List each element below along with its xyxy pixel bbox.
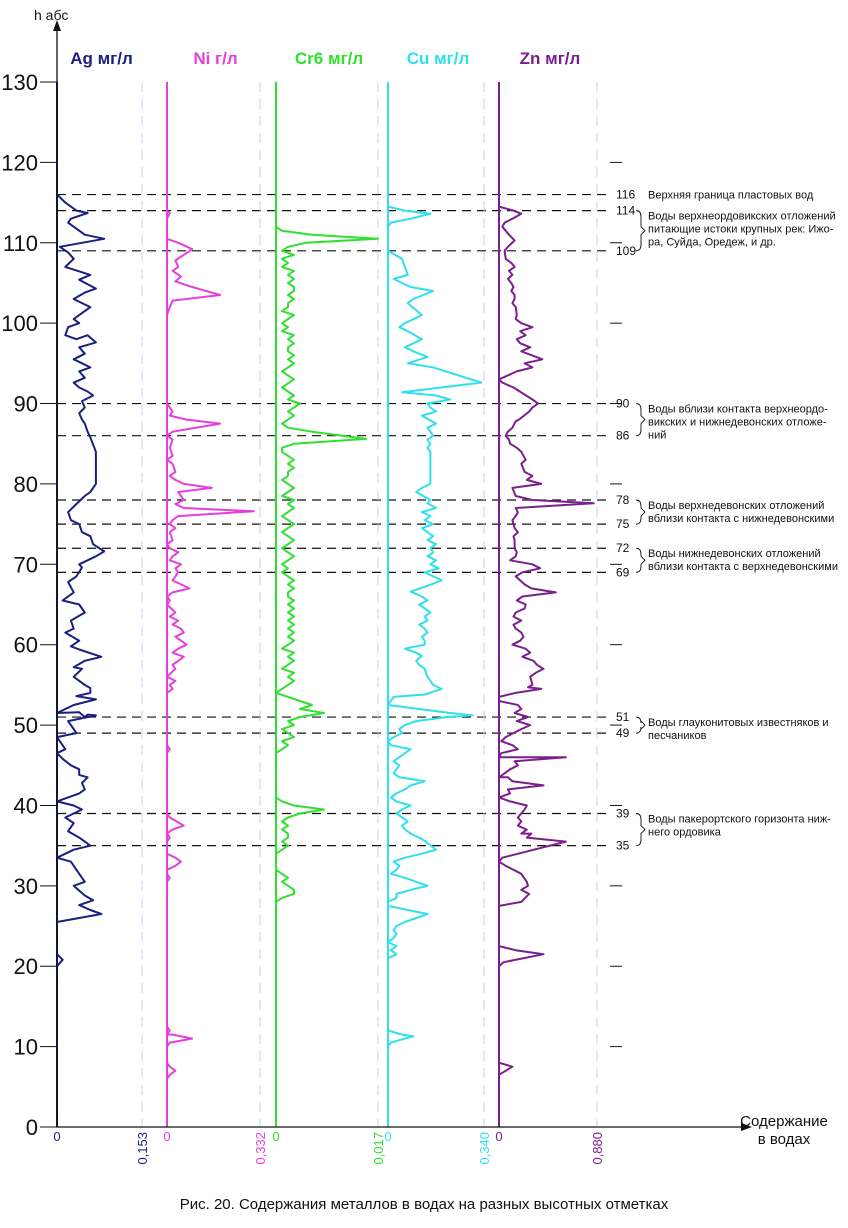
series-max-label: 0,017 <box>371 1132 386 1165</box>
annotation-text: Воды верхнедевонских отложений <box>648 500 824 512</box>
level-label: 35 <box>616 839 630 853</box>
series-line <box>166 194 255 1127</box>
y-tick-label: 0 <box>26 1115 38 1140</box>
y-tick-label: 80 <box>14 472 38 497</box>
level-label: 114 <box>616 204 635 218</box>
annotation-text: ний <box>648 430 666 442</box>
y-tick-label: 120 <box>1 150 38 175</box>
y-tick-label: 110 <box>3 231 38 256</box>
series-name: Cu мг/л <box>407 49 470 68</box>
series-line <box>387 194 483 1127</box>
level-label: 39 <box>616 807 630 821</box>
series-max-label: 0,880 <box>590 1132 605 1165</box>
y-tick-label: 90 <box>14 392 38 417</box>
annotation-text: Воды вблизи контакта верхнеордо- <box>648 404 828 416</box>
annotation-bracket <box>635 813 646 847</box>
annotation-bracket <box>635 547 646 573</box>
annotation-text: вблизи контакта с нижнедевонскими <box>648 513 834 525</box>
level-label: 72 <box>616 541 630 555</box>
series-line <box>56 193 106 923</box>
series-min-label: 0 <box>384 1129 391 1144</box>
annotation-bracket <box>635 210 646 252</box>
level-label: 109 <box>616 244 636 258</box>
annotation-bracket <box>635 716 646 734</box>
y-tick-label: 60 <box>14 633 38 658</box>
annotation-text: питающие истоки крупных рек: Ижо- <box>648 224 834 236</box>
level-label: 116 <box>616 188 635 202</box>
series-max-label: 0,332 <box>253 1132 268 1165</box>
annotation-text: ра, Суйда, Оредеж, и др. <box>648 237 776 249</box>
x-axis-label-line2: в водах <box>758 1131 811 1148</box>
y-tick-label: 40 <box>14 793 38 818</box>
figure-caption: Рис. 20. Содержания металлов в водах на … <box>179 1196 669 1213</box>
series-name: Ag мг/л <box>70 49 133 68</box>
series-max-label: 0,340 <box>477 1132 492 1165</box>
y-tick-label: 50 <box>14 713 38 738</box>
annotation-text: Воды верхнеордовикских отложений <box>648 211 836 223</box>
series-min-label: 0 <box>495 1129 502 1144</box>
y-tick-label: 130 <box>1 70 38 95</box>
level-label: 75 <box>616 517 630 531</box>
series-name: Zn мг/л <box>520 49 581 68</box>
annotation-text: песчаников <box>648 730 707 742</box>
series-min-label: 0 <box>163 1129 170 1144</box>
level-label: 78 <box>616 493 630 507</box>
annotation-text: Воды глауконитовых известняков и <box>648 717 829 729</box>
level-label: 86 <box>616 429 630 443</box>
y-tick-label: 100 <box>1 311 38 336</box>
annotation-text: него ордовика <box>648 827 722 839</box>
series-line <box>275 194 379 1127</box>
x-axis-label-line1: Содержание <box>740 1113 828 1130</box>
series-line <box>498 194 595 1127</box>
axes: 0 10 20 30 40 50 60 70 80 90 100 110 120 130 <box>1 20 752 1140</box>
y-tick-label: 20 <box>14 954 38 979</box>
level-label: 51 <box>616 710 630 724</box>
annotation-text: викских и нижнедевонских отложе- <box>648 417 827 429</box>
level-label: 90 <box>616 397 630 411</box>
level-label: 69 <box>616 565 630 579</box>
y-axis-arrow <box>53 20 61 31</box>
y-axis-label: h абс <box>34 7 68 23</box>
y-tick-label: 70 <box>14 552 38 577</box>
right-annotations: 116 114 109 90 86 78 75 72 69 51 49 39 35 Верхняя гра… <box>616 188 838 853</box>
x-axis-arrow <box>741 1123 752 1131</box>
annotation-text: Воды пакерортского горизонта ниж- <box>648 814 831 826</box>
annotation-text: Воды нижнедевонских отложений <box>648 548 821 560</box>
y-tick-label: 30 <box>14 874 38 899</box>
level-lines <box>57 193 612 847</box>
level-label: 49 <box>616 726 630 740</box>
series-max-label: 0,153 <box>135 1132 150 1165</box>
annotation-text: Верхняя граница пластовых вод <box>648 190 814 202</box>
annotation-text: вблизи контакта с верхнедевонскими <box>648 561 838 573</box>
annotation-bracket <box>635 499 646 525</box>
annotation-bracket <box>635 403 646 437</box>
series-name: Cr6 мг/л <box>295 49 363 68</box>
series-min-label: 0 <box>53 1129 60 1144</box>
series-name: Ni г/л <box>193 49 237 68</box>
series-line-segment <box>56 953 64 967</box>
series-min-label: 0 <box>272 1129 279 1144</box>
y-tick-label: 10 <box>14 1035 38 1060</box>
